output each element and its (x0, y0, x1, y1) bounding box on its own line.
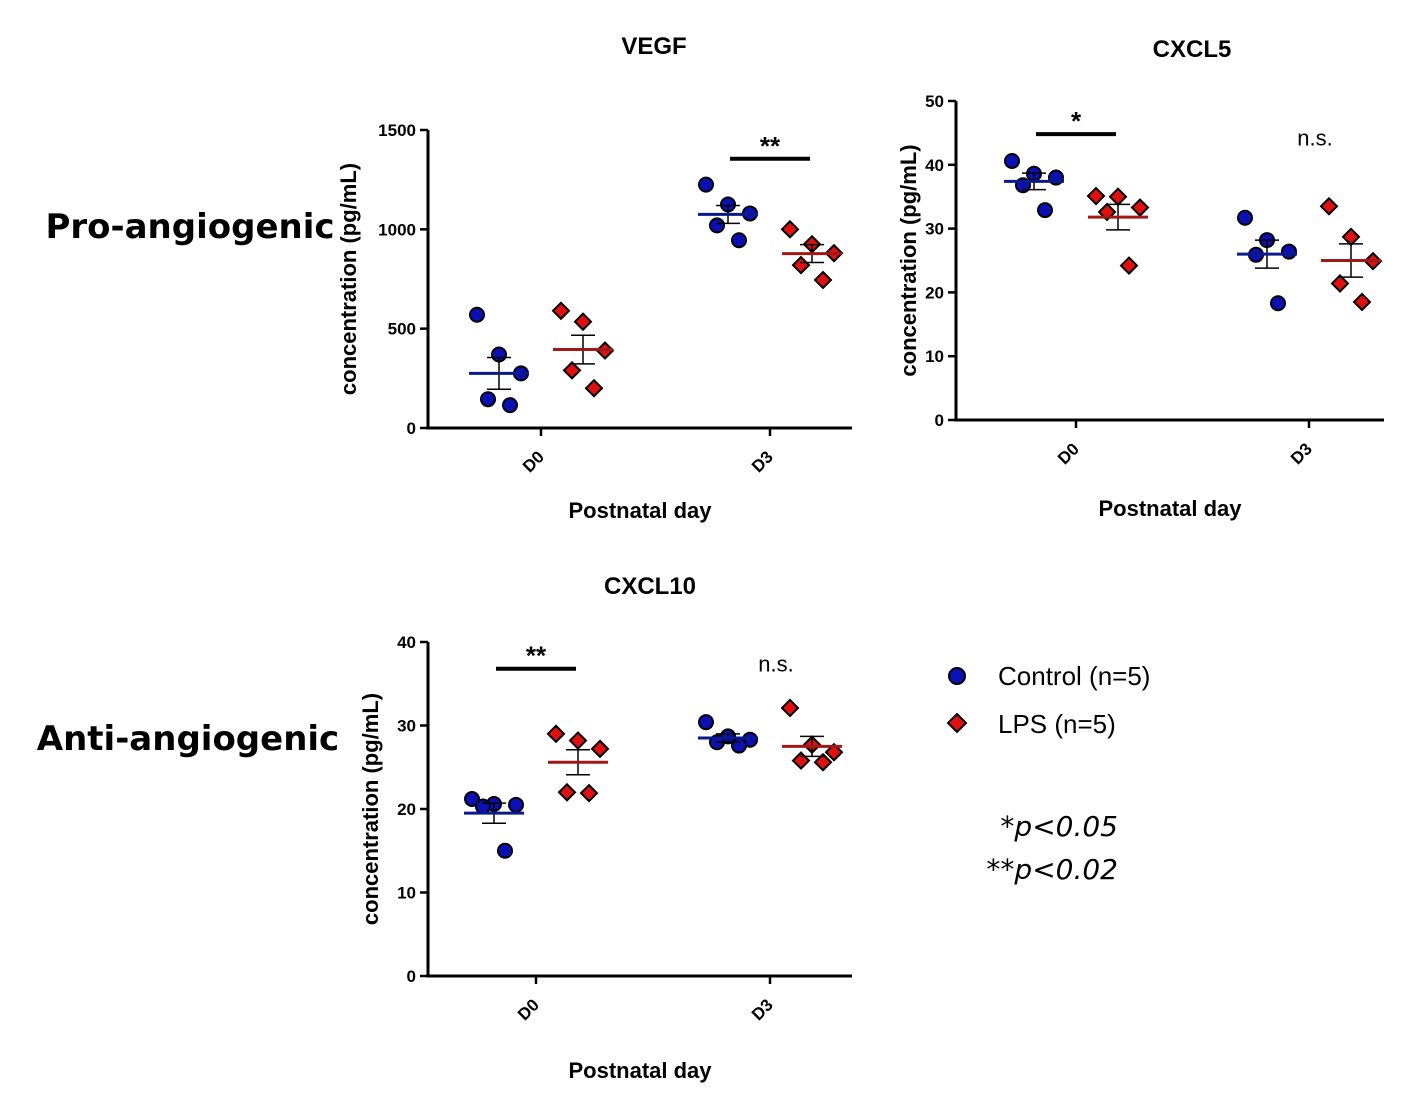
control-point (1281, 243, 1297, 260)
y-tick-label: 1500 (378, 121, 416, 140)
lps-point (780, 219, 800, 239)
significance-stars: ** (760, 131, 781, 161)
y-tick-label: 10 (397, 884, 416, 903)
control-point (480, 391, 496, 408)
y-axis-label: concentration (pg/mL) (358, 693, 383, 925)
x-axis-label: Postnatal day (568, 498, 712, 523)
lps-point (1330, 274, 1350, 293)
significance-note: *p<0.05 **p<0.02 (986, 810, 1118, 886)
significance-ns-label: n.s. (1297, 125, 1332, 150)
lps-point (1108, 187, 1128, 207)
control-point (475, 798, 491, 815)
control-point (731, 232, 747, 249)
y-tick-label: 30 (397, 717, 416, 736)
control-point (502, 397, 518, 414)
row-label-pro-angiogenic: Pro-angiogenic (45, 207, 334, 247)
lps-point (568, 731, 588, 750)
y-tick-label: 1000 (378, 220, 416, 239)
lps-point (791, 255, 811, 275)
lps-point (1341, 227, 1361, 247)
lps-point (573, 312, 593, 332)
y-tick-label: 40 (397, 633, 416, 652)
x-tick-label: D3 (1287, 439, 1316, 468)
lps-point (1119, 256, 1139, 276)
control-point (1037, 202, 1053, 219)
chart-title: CXCL10 (604, 573, 696, 600)
lps-point (584, 378, 604, 398)
control-point (1237, 209, 1253, 226)
control-point (508, 796, 524, 813)
y-tick-label: 20 (925, 283, 944, 302)
chart-cxcl5: CXCL5 0 10 20 30 40 50 D0 D3 concentration (pg/mL… (896, 36, 1384, 521)
y-axis-label: concentration (pg/mL) (336, 163, 361, 395)
row-label-anti-angiogenic: Anti-angiogenic (37, 719, 339, 759)
lps-point (791, 751, 811, 770)
lps-point (551, 301, 571, 321)
control-point (497, 842, 513, 859)
control-point (731, 737, 747, 754)
y-tick-label: 40 (925, 156, 944, 175)
y-axis-label: concentration (pg/mL) (896, 144, 921, 376)
chart-title: CXCL5 (1153, 36, 1232, 63)
lps-point (557, 782, 577, 802)
lps-point (824, 742, 844, 762)
control-point (1270, 295, 1286, 312)
significance-ns-label: n.s. (758, 651, 793, 676)
significance-stars: * (1071, 106, 1082, 136)
lps-point (546, 724, 566, 744)
lps-point (1130, 198, 1150, 217)
lps-point (1319, 196, 1339, 216)
x-tick-label: D3 (748, 995, 777, 1024)
control-point (698, 176, 714, 193)
y-tick-label: 500 (388, 320, 416, 339)
legend-lps-marker (946, 712, 968, 734)
lps-point (1352, 292, 1372, 312)
control-point (1004, 152, 1020, 169)
lps-point (579, 783, 599, 803)
x-tick-label: D0 (1054, 439, 1083, 468)
lps-point (813, 270, 833, 290)
y-tick-label: 0 (407, 419, 416, 438)
control-point (709, 217, 725, 234)
chart-cxcl10: CXCL10 0 10 20 30 40 D0 D3 concentration (pg/mL)… (358, 573, 852, 1083)
lps-point (813, 752, 833, 772)
lps-point (590, 739, 610, 759)
control-point (698, 714, 714, 731)
x-tick-label: D0 (514, 995, 543, 1024)
lps-point (562, 360, 582, 380)
y-tick-label: 0 (407, 967, 416, 986)
y-tick-label: 10 (925, 347, 944, 366)
x-tick-label: D3 (748, 447, 777, 476)
chart-vegf: VEGF 0 500 1000 1500 D0 D3 concentration (pg/mL… (336, 33, 852, 523)
x-tick-label: D0 (519, 447, 548, 476)
control-point (464, 790, 480, 807)
y-tick-label: 20 (397, 800, 416, 819)
x-axis-label: Postnatal day (568, 1058, 712, 1083)
lps-point (1086, 186, 1106, 206)
y-tick-label: 30 (925, 220, 944, 239)
x-axis-label: Postnatal day (1098, 496, 1242, 521)
legend: Control (n=5) LPS (n=5) (946, 661, 1150, 739)
y-tick-label: 0 (935, 411, 944, 430)
lps-point (780, 698, 800, 718)
legend-control-marker (948, 667, 966, 685)
legend-control-label: Control (n=5) (998, 661, 1150, 691)
chart-title: VEGF (621, 33, 686, 60)
p-value-note-1: *p<0.05 (1000, 810, 1118, 843)
y-tick-label: 50 (925, 92, 944, 111)
legend-lps-label: LPS (n=5) (998, 709, 1116, 739)
p-value-note-2: **p<0.02 (986, 853, 1118, 886)
significance-stars: ** (526, 641, 547, 671)
control-point (469, 306, 485, 323)
